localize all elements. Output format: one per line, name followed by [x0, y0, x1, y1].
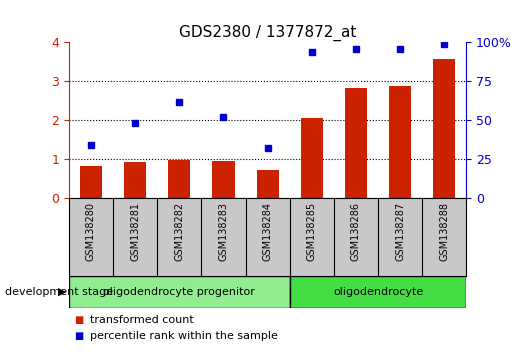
Text: GSM138287: GSM138287: [395, 202, 405, 261]
Bar: [290, 276, 466, 308]
Bar: [80, 166, 102, 198]
Text: GSM138284: GSM138284: [263, 202, 272, 261]
Text: ■: ■: [74, 315, 83, 325]
Bar: [69, 276, 290, 308]
Text: ▶: ▶: [58, 287, 66, 297]
Text: development stage: development stage: [5, 287, 113, 297]
Bar: [301, 118, 323, 198]
Bar: [168, 160, 190, 198]
Text: GSM138288: GSM138288: [439, 202, 449, 261]
Text: GSM138286: GSM138286: [351, 202, 361, 261]
Bar: [345, 88, 367, 198]
Title: GDS2380 / 1377872_at: GDS2380 / 1377872_at: [179, 25, 356, 41]
Text: GSM138281: GSM138281: [130, 202, 140, 261]
Text: GSM138285: GSM138285: [307, 202, 317, 261]
Text: oligodendrocyte progenitor: oligodendrocyte progenitor: [103, 287, 255, 297]
Text: transformed count: transformed count: [90, 315, 194, 325]
Bar: [213, 161, 234, 198]
Text: GSM138282: GSM138282: [174, 202, 184, 261]
Text: percentile rank within the sample: percentile rank within the sample: [90, 331, 278, 341]
Bar: [257, 170, 279, 198]
Bar: [389, 86, 411, 198]
Text: GSM138280: GSM138280: [86, 202, 96, 261]
Text: ■: ■: [74, 331, 83, 341]
Bar: [434, 59, 455, 198]
Text: GSM138283: GSM138283: [218, 202, 228, 261]
Bar: [124, 162, 146, 198]
Text: oligodendrocyte: oligodendrocyte: [333, 287, 423, 297]
